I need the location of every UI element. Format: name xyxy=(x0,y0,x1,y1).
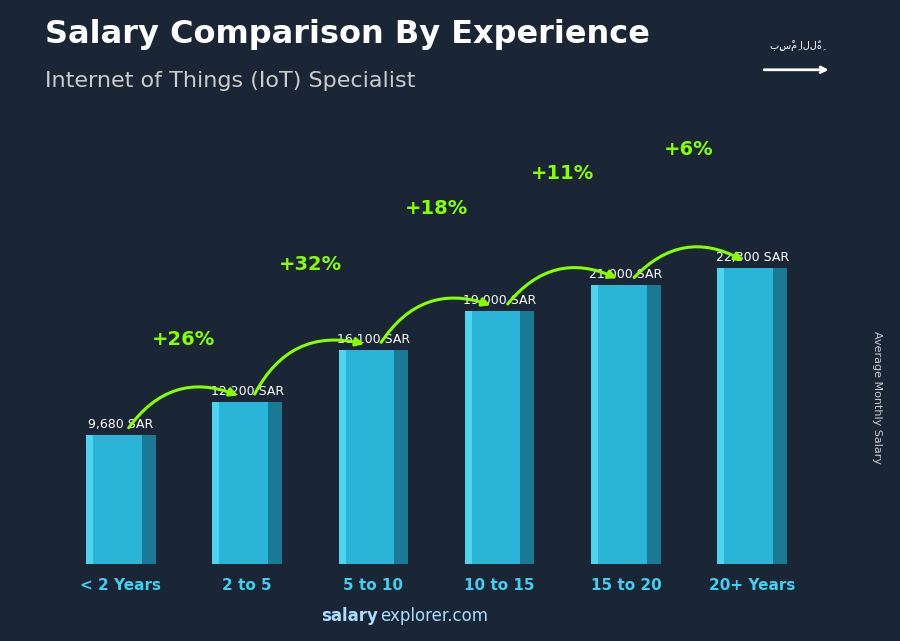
Text: +32%: +32% xyxy=(279,255,342,274)
Text: Salary Comparison By Experience: Salary Comparison By Experience xyxy=(45,19,650,50)
Bar xyxy=(218,402,268,564)
Text: Internet of Things (IoT) Specialist: Internet of Things (IoT) Specialist xyxy=(45,71,416,90)
Bar xyxy=(520,312,535,564)
Bar xyxy=(394,350,408,564)
Bar xyxy=(268,402,282,564)
Bar xyxy=(597,285,647,564)
Text: +11%: +11% xyxy=(531,163,594,183)
Text: explorer.com: explorer.com xyxy=(380,607,488,625)
Text: بِسْمِ اللّٰهِ: بِسْمِ اللّٰهِ xyxy=(770,40,823,51)
Text: +6%: +6% xyxy=(664,140,714,158)
Bar xyxy=(344,350,394,564)
Text: 22,300 SAR: 22,300 SAR xyxy=(716,251,788,263)
Bar xyxy=(471,312,520,564)
Text: 12,200 SAR: 12,200 SAR xyxy=(211,385,284,398)
Text: salary: salary xyxy=(321,607,378,625)
Bar xyxy=(338,350,346,564)
Bar xyxy=(465,312,472,564)
Bar xyxy=(141,435,156,564)
Bar xyxy=(591,285,599,564)
Text: Average Monthly Salary: Average Monthly Salary xyxy=(872,331,883,464)
Bar xyxy=(723,267,773,564)
Text: 9,680 SAR: 9,680 SAR xyxy=(88,419,153,431)
Bar xyxy=(773,267,787,564)
Text: 16,100 SAR: 16,100 SAR xyxy=(337,333,410,346)
Text: 19,000 SAR: 19,000 SAR xyxy=(463,294,536,308)
Text: +18%: +18% xyxy=(405,199,468,219)
Bar xyxy=(92,435,141,564)
Text: 21,000 SAR: 21,000 SAR xyxy=(590,268,662,281)
Bar xyxy=(717,267,725,564)
Bar xyxy=(647,285,661,564)
Bar xyxy=(86,435,93,564)
Text: +26%: +26% xyxy=(152,329,215,349)
Bar xyxy=(212,402,220,564)
